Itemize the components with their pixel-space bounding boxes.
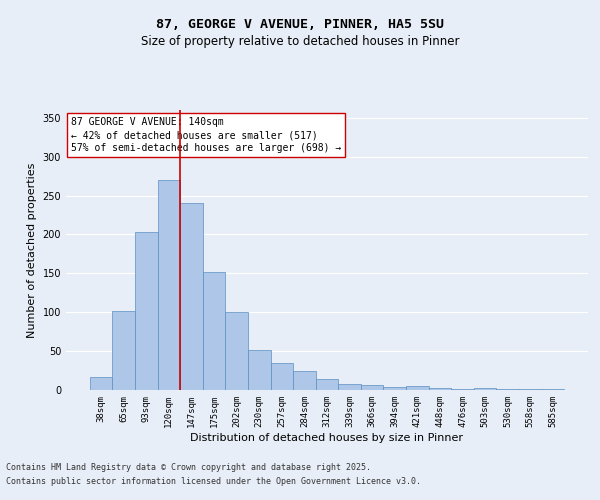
Y-axis label: Number of detached properties: Number of detached properties <box>27 162 37 338</box>
Text: 87 GEORGE V AVENUE: 140sqm
← 42% of detached houses are smaller (517)
57% of sem: 87 GEORGE V AVENUE: 140sqm ← 42% of deta… <box>71 117 341 154</box>
Bar <box>338 384 361 390</box>
Bar <box>383 387 406 390</box>
Bar <box>180 202 203 390</box>
Bar <box>90 377 112 390</box>
Text: Contains public sector information licensed under the Open Government Licence v3: Contains public sector information licen… <box>6 478 421 486</box>
Bar <box>112 310 135 390</box>
Bar <box>451 389 474 390</box>
Bar <box>203 272 226 390</box>
Bar <box>226 312 248 390</box>
Bar <box>271 363 293 390</box>
Bar <box>293 370 316 390</box>
Bar <box>496 389 519 390</box>
Bar <box>135 232 158 390</box>
Bar <box>474 388 496 390</box>
Bar <box>428 388 451 390</box>
Bar <box>158 180 180 390</box>
Bar <box>361 386 383 390</box>
X-axis label: Distribution of detached houses by size in Pinner: Distribution of detached houses by size … <box>191 432 464 442</box>
Bar <box>519 389 542 390</box>
Text: Contains HM Land Registry data © Crown copyright and database right 2025.: Contains HM Land Registry data © Crown c… <box>6 462 371 471</box>
Bar <box>406 386 428 390</box>
Bar <box>316 379 338 390</box>
Text: Size of property relative to detached houses in Pinner: Size of property relative to detached ho… <box>141 35 459 48</box>
Bar <box>248 350 271 390</box>
Text: 87, GEORGE V AVENUE, PINNER, HA5 5SU: 87, GEORGE V AVENUE, PINNER, HA5 5SU <box>156 18 444 30</box>
Bar <box>542 389 564 390</box>
